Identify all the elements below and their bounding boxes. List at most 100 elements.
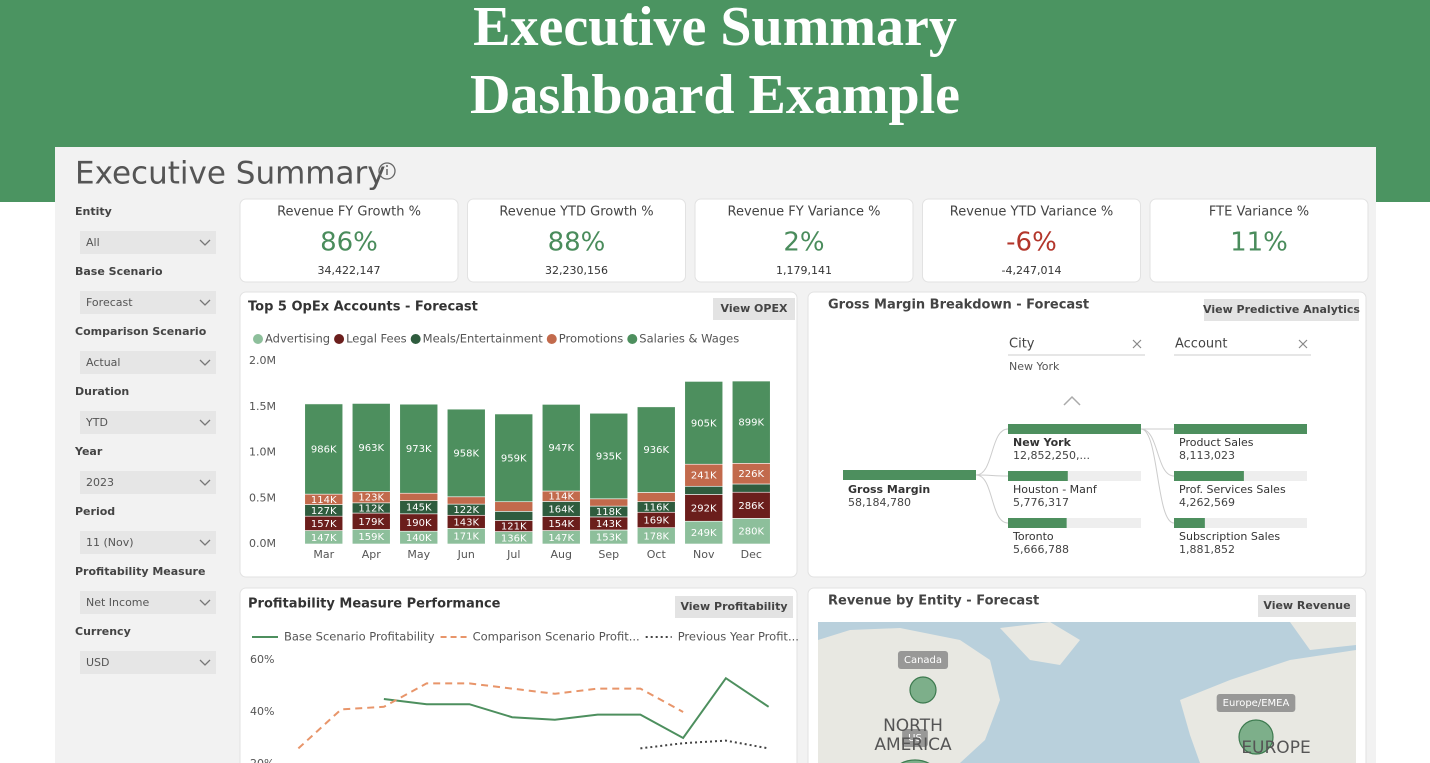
chart-title: Top 5 OpEx Accounts - Forecast [248, 300, 478, 315]
x-tick-label: Jul [506, 548, 520, 561]
node-bar [1008, 518, 1067, 528]
filter-dropdown[interactable]: USD [80, 651, 216, 674]
dropdown-box [80, 471, 216, 494]
series-line [297, 682, 684, 750]
data-label: 114K [548, 492, 574, 503]
button-bg [1204, 299, 1359, 321]
data-label: 136K [501, 533, 527, 544]
kpi-card [239, 198, 459, 283]
kpi-value: 86% [320, 228, 378, 258]
filter-dropdown[interactable]: All [80, 231, 216, 254]
level-selection: New York [1009, 360, 1060, 373]
remove-level[interactable] [1298, 339, 1308, 349]
filter-label: Period [75, 505, 115, 518]
bar-segment [731, 483, 771, 493]
chevron [199, 539, 211, 546]
data-label: 973K [406, 444, 432, 455]
action-button[interactable]: View Profitability [675, 596, 793, 618]
entity-bubble [900, 759, 930, 763]
legend-label: Base Scenario Profitability [284, 630, 435, 644]
region-label: EUROPE [1241, 738, 1310, 758]
data-label: 140K [406, 533, 432, 544]
remove-level[interactable] [1132, 339, 1142, 349]
kpi-card [694, 198, 914, 283]
data-label: 147K [311, 533, 337, 544]
bar-segment [304, 403, 344, 495]
legend-label: Previous Year Profit... [678, 630, 799, 644]
series-line [383, 676, 770, 740]
node-label: Subscription Sales [1179, 530, 1280, 543]
info-icon[interactable] [378, 162, 396, 180]
bar-segment [446, 496, 486, 505]
legend-swatch [334, 334, 345, 344]
kpi-label: Revenue FY Variance % [728, 205, 881, 220]
y-tick-label: 1.0M [249, 446, 276, 459]
data-label: 958K [453, 448, 479, 459]
bar-segment [684, 485, 724, 495]
dropdown-value: All [86, 236, 100, 249]
kpi-card [1149, 198, 1369, 283]
kpi-label: Revenue YTD Variance % [950, 205, 1113, 220]
filter-dropdown[interactable]: 2023 [80, 471, 216, 494]
node-value: 1,881,852 [1179, 543, 1235, 556]
button-label: View OPEX [721, 302, 788, 315]
filter-label: Entity [75, 205, 112, 218]
y-tick-label: 0.0M [249, 537, 276, 550]
header-title: Executive Summary [473, 0, 957, 58]
filter-dropdown[interactable]: 11 (Nov) [80, 531, 216, 554]
button-label: View Revenue [1263, 599, 1350, 612]
legend-label: Comparison Scenario Profit... [473, 630, 640, 644]
entity-bubble [909, 676, 937, 704]
action-button[interactable]: View Revenue [1258, 595, 1356, 617]
panel-title: Revenue by Entity - Forecast [828, 594, 1039, 609]
bar-segment [731, 380, 771, 464]
button-label: View Profitability [680, 600, 787, 613]
data-label: 154K [548, 519, 574, 530]
dropdown-value: Forecast [86, 296, 133, 309]
action-button[interactable]: View Predictive Analytics [1203, 299, 1360, 321]
node-bar [1008, 424, 1141, 434]
bar-segment [731, 518, 771, 545]
dropdown-value: Actual [86, 356, 120, 369]
legend-label: Promotions [559, 332, 624, 346]
panel-title: Gross Margin Breakdown - Forecast [828, 298, 1089, 313]
dropdown-box [80, 291, 216, 314]
y-tick-label: 60% [250, 653, 274, 666]
bar-track [1008, 518, 1141, 528]
data-label: 143K [453, 517, 479, 528]
bar-segment [731, 491, 771, 519]
dropdown-box [80, 651, 216, 674]
filter-dropdown[interactable]: YTD [80, 411, 216, 434]
filter-dropdown[interactable]: Forecast [80, 291, 216, 314]
x-tick-label: Aug [551, 548, 572, 561]
kpi-label: Revenue FY Growth % [277, 205, 421, 220]
chevron [199, 659, 211, 666]
data-label: 936K [643, 445, 669, 456]
data-label: 143K [596, 519, 622, 530]
bar-segment [494, 413, 534, 503]
action-button[interactable]: View OPEX [713, 298, 795, 320]
node-bar [843, 470, 976, 480]
filter-dropdown[interactable]: Net Income [80, 591, 216, 614]
bar-segment [636, 406, 676, 493]
place-label: Canada [904, 655, 942, 666]
bar-segment [636, 492, 676, 502]
data-label: 147K [548, 533, 574, 544]
data-label: 122K [453, 505, 479, 516]
data-label: 905K [691, 418, 717, 429]
legend-swatch [253, 334, 263, 344]
data-label: 145K [406, 503, 432, 514]
filter-dropdown[interactable]: Actual [80, 351, 216, 374]
chevron [199, 479, 211, 486]
connector [1140, 428, 1175, 477]
legend-label: Salaries & Wages [639, 332, 739, 346]
x-tick-label: Dec [741, 548, 762, 561]
dropdown-value: USD [86, 656, 110, 669]
header-title: Dashboard Example [470, 64, 960, 126]
bar-segment [589, 412, 629, 500]
bar-segment [589, 498, 629, 507]
data-label: 164K [548, 504, 574, 515]
dropdown-value: YTD [85, 416, 108, 429]
data-label: 127K [311, 506, 337, 517]
